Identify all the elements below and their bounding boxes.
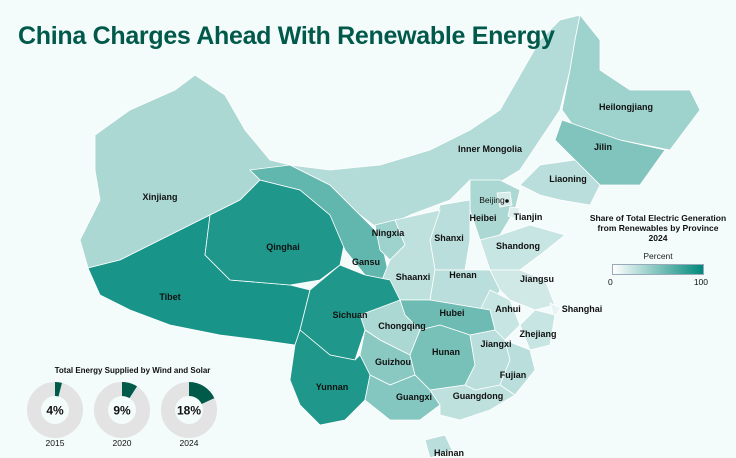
province-label-shaanxi: Shaanxi: [396, 272, 431, 282]
province-label-liaoning: Liaoning: [549, 174, 587, 184]
province-label-tibet: Tibet: [159, 292, 180, 302]
donut-share-arc: [189, 382, 215, 405]
legend-title-line: 2024: [648, 233, 668, 243]
province-shapes: [79, 14, 701, 458]
province-label-hubei: Hubei: [439, 308, 464, 318]
province-hainan[interactable]: [424, 434, 453, 458]
province-label-jilin: Jilin: [594, 142, 612, 152]
province-label-guizhou: Guizhou: [375, 357, 411, 367]
donut-section-title: Total Energy Supplied by Wind and Solar: [54, 366, 211, 375]
donut-year: 2015: [46, 438, 65, 448]
legend-title-line: Share of Total Electric Generation: [589, 213, 727, 223]
legend-scale-label: Percent: [643, 251, 673, 261]
province-label-xinjiang: Xinjiang: [142, 192, 177, 202]
province-label-shanxi: Shanxi: [434, 233, 464, 243]
province-label-shanghai: Shanghai: [562, 304, 603, 314]
donut-year: 2020: [113, 438, 132, 448]
province-label-chongqing: Chongqing: [378, 321, 425, 331]
province-label-inner-mongolia: Inner Mongolia: [458, 144, 523, 154]
province-shanghai[interactable]: [549, 302, 562, 319]
donut-value: 18%: [177, 404, 201, 418]
province-label-heilongjiang: Heilongjiang: [599, 102, 653, 112]
donut-share-arc: [122, 382, 138, 399]
province-label-tianjin: Tianjin: [514, 212, 543, 222]
province-label-heibei: Heibei: [469, 213, 496, 223]
province-beijing[interactable]: [496, 191, 513, 208]
province-tianjin[interactable]: [507, 206, 521, 221]
capital-star-icon: [505, 199, 509, 203]
province-jiangsu[interactable]: [489, 269, 556, 311]
donut-value: 4%: [46, 404, 64, 418]
province-label-qinghai: Qinghai: [266, 242, 300, 252]
province-jilin[interactable]: [554, 119, 666, 186]
province-label-guangdong: Guangdong: [453, 391, 504, 401]
page-title: China Charges Ahead With Renewable Energ…: [18, 22, 555, 50]
legend-gradient-bar: [612, 264, 704, 275]
province-label-hunan: Hunan: [432, 347, 460, 357]
legend-max: 100: [693, 277, 708, 287]
donut-2024: 18% 2024: [161, 382, 217, 448]
province-label-jiangxi: Jiangxi: [480, 339, 511, 349]
province-label-gansu: Gansu: [352, 257, 380, 267]
province-label-ningxia: Ningxia: [372, 228, 406, 238]
province-qinghai[interactable]: [204, 179, 346, 286]
province-label-anhui: Anhui: [495, 304, 521, 314]
province-label-beijing: Beijing: [479, 195, 505, 205]
color-legend: Share of Total Electric Generation from …: [588, 213, 728, 287]
donut-share-arc: [55, 382, 62, 397]
donut-2015: 4% 2015: [27, 382, 83, 448]
province-label-henan: Henan: [449, 270, 477, 280]
province-label-fujian: Fujian: [500, 370, 527, 380]
legend-title-line: from Renewables by Province: [597, 223, 719, 233]
province-label-sichuan: Sichuan: [332, 310, 367, 320]
legend-min: 0: [608, 277, 613, 287]
province-label-jiangsu: Jiangsu: [520, 274, 554, 284]
province-guangdong[interactable]: [429, 384, 516, 421]
province-label-zhejiang: Zhejiang: [519, 329, 556, 339]
province-label-shandong: Shandong: [496, 241, 540, 251]
donut-value: 9%: [113, 404, 131, 418]
donut-year: 2024: [180, 438, 199, 448]
province-zhejiang[interactable]: [519, 309, 556, 351]
province-heilongjiang[interactable]: [561, 14, 701, 151]
province-label-hainan: Hainan: [434, 448, 464, 458]
donut-2020: 9% 2020: [94, 382, 150, 448]
province-label-yunnan: Yunnan: [316, 382, 349, 392]
province-labels: Xinjiang Tibet Qinghai Gansu Inner Mongolia H…: [142, 102, 653, 458]
province-label-guangxi: Guangxi: [396, 392, 432, 402]
province-liaoning[interactable]: [519, 159, 601, 206]
